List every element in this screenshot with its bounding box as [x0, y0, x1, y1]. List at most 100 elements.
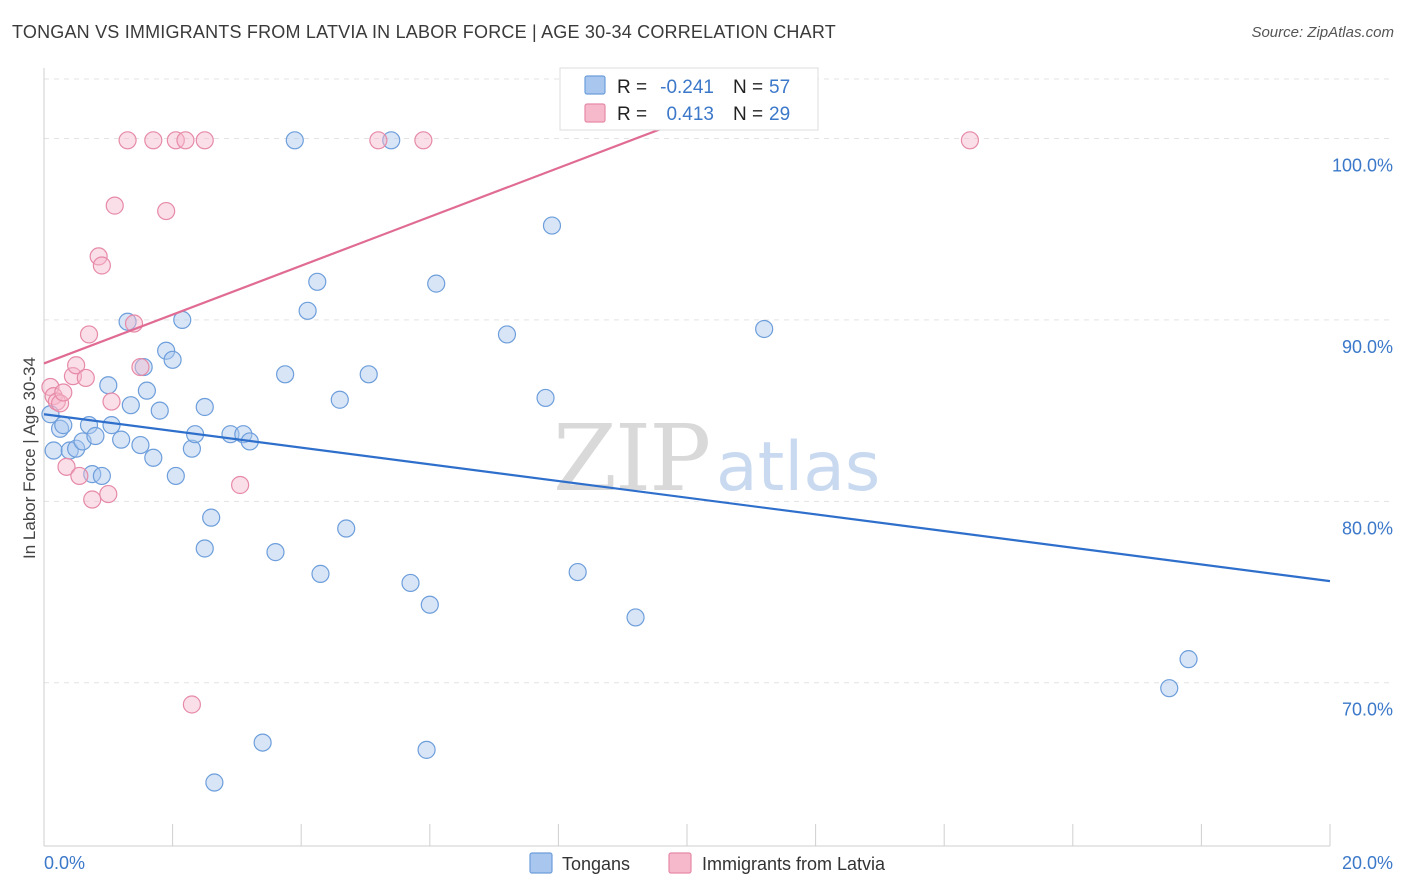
stats-r-value-latvia: 0.413: [666, 104, 714, 125]
tongans-point-56: [205, 773, 224, 792]
x-tick-label-max: 20.0%: [1342, 853, 1393, 873]
tongans-point-35: [276, 365, 295, 384]
chart-title: TONGAN VS IMMIGRANTS FROM LATVIA IN LABO…: [12, 22, 836, 42]
tongans-point-16: [131, 435, 150, 455]
latvia-point-8: [70, 466, 89, 486]
tongans-point-55: [1179, 650, 1198, 669]
y-tick-label-90: 90.0%: [1342, 337, 1393, 357]
watermark-atlas: atlas: [716, 428, 880, 507]
gridlines: [44, 78, 1393, 684]
tongans-point-40: [330, 390, 349, 409]
stats-swatch-tongans: [584, 75, 606, 95]
tongans-point-36: [285, 131, 304, 150]
tongans-point-19: [144, 448, 163, 467]
tongans-point-38: [308, 272, 327, 291]
latvia-point-1: [44, 386, 63, 406]
latvia-point-15: [102, 392, 121, 411]
series-tongans-points: [41, 131, 1198, 792]
tongans-point-46: [420, 595, 439, 614]
stats-n-value-latvia: 29: [769, 104, 790, 125]
latvia-point-11: [83, 490, 102, 509]
tongans-point-22: [163, 350, 182, 369]
tongans-point-43: [382, 131, 401, 150]
latvia-point-13: [92, 256, 111, 275]
y-tick-label-80: 80.0%: [1342, 518, 1393, 538]
latvia-point-17: [118, 131, 137, 150]
tongans-point-53: [755, 319, 774, 339]
trend-line-tongans: [43, 413, 1331, 583]
latvia-point-26: [231, 475, 250, 495]
latvia-point-7: [67, 356, 86, 375]
tongans-point-5: [67, 439, 86, 458]
stats-n-label-tongans: N =: [733, 77, 763, 98]
latvia-point-19: [131, 357, 150, 377]
tongans-point-9: [86, 426, 105, 446]
tongans-point-23: [166, 466, 185, 486]
latvia-point-28: [414, 131, 433, 150]
tongans-point-49: [536, 388, 555, 408]
stats-swatch-latvia: [584, 103, 606, 123]
latvia-point-20: [144, 131, 163, 150]
tongans-point-37: [298, 301, 317, 320]
latvia-point-24: [182, 695, 201, 714]
latvia-point-22: [166, 131, 185, 150]
legend-swatch-latvia: [668, 852, 692, 874]
tongans-point-48: [497, 325, 517, 344]
latvia-point-4: [54, 383, 73, 402]
latvia-point-21: [157, 201, 176, 221]
tongans-point-54: [1160, 679, 1179, 698]
latvia-point-16: [105, 196, 124, 215]
tongans-point-51: [568, 562, 587, 582]
tongans-point-20: [150, 401, 169, 420]
latvia-point-10: [79, 325, 99, 344]
x-tick-label-min: 0.0%: [44, 853, 85, 873]
tongans-point-47: [427, 274, 446, 293]
tongans-point-15: [121, 396, 140, 415]
latvia-point-23: [176, 131, 195, 150]
tongans-point-42: [359, 365, 378, 384]
tongans-point-14: [118, 312, 137, 331]
tongans-point-13: [112, 430, 131, 449]
tongans-point-3: [54, 416, 73, 435]
legend-label-latvia: Immigrants from Latvia: [702, 854, 886, 874]
tongans-point-25: [182, 439, 201, 458]
source-credit: Source: ZipAtlas.com: [1251, 24, 1394, 41]
latvia-point-29: [960, 131, 980, 150]
tongans-point-27: [195, 397, 214, 417]
watermark-zip: ZIP: [553, 405, 709, 512]
tongans-point-41: [337, 519, 356, 538]
tongans-point-39: [311, 564, 330, 583]
tongans-point-28: [202, 508, 221, 527]
latvia-point-25: [195, 131, 214, 150]
legend-swatch-tongans: [529, 852, 553, 874]
series-latvia-points: [41, 131, 980, 714]
latvia-point-5: [57, 457, 76, 476]
stats-n-value-tongans: 57: [769, 77, 790, 98]
y-tick-label-100: 100.0%: [1332, 155, 1393, 175]
tongans-point-21: [157, 341, 176, 360]
latvia-point-2: [47, 392, 66, 411]
y-tick-label-70: 70.0%: [1342, 700, 1393, 720]
latvia-point-3: [50, 394, 70, 413]
latvia-point-9: [76, 368, 95, 388]
latvia-point-27: [369, 131, 388, 150]
axes: [43, 68, 1331, 847]
stats-n-label-latvia: N =: [733, 104, 763, 125]
tongans-point-34: [266, 543, 285, 562]
stats-r-label-latvia: R =: [617, 104, 647, 125]
legend-label-tongans: Tongans: [562, 854, 630, 874]
tongans-point-44: [401, 573, 420, 593]
tongans-point-12: [102, 416, 121, 435]
y-axis-label: In Labor Force | Age 30-34: [20, 357, 39, 559]
stats-legend-box: R = -0.241 N = 57 R = 0.413 N = 29: [559, 67, 819, 131]
tongans-point-10: [92, 466, 111, 486]
trend-lines: [43, 122, 1331, 583]
tongans-point-11: [99, 376, 118, 395]
series-legend: Tongans Immigrants from Latvia: [529, 852, 886, 874]
stats-r-value-tongans: -0.241: [660, 77, 714, 98]
tongans-point-50: [542, 216, 562, 235]
tongans-point-1: [44, 441, 63, 460]
tongans-point-18: [137, 381, 156, 400]
tongans-point-45: [417, 740, 436, 759]
tongans-point-52: [626, 608, 645, 627]
